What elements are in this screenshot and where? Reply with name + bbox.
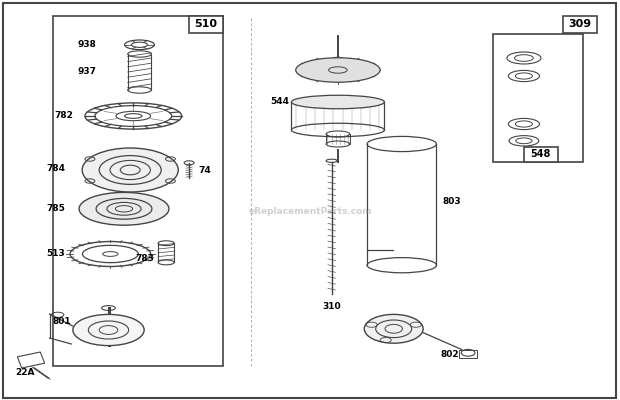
Text: 782: 782 — [55, 112, 73, 120]
Text: 513: 513 — [46, 250, 65, 258]
Text: 783: 783 — [135, 254, 154, 263]
Text: 309: 309 — [568, 20, 591, 30]
Ellipse shape — [73, 314, 144, 346]
Text: 74: 74 — [198, 166, 211, 174]
Text: 310: 310 — [322, 302, 341, 311]
Ellipse shape — [296, 58, 380, 82]
Text: 802: 802 — [440, 350, 459, 359]
Text: 548: 548 — [531, 150, 551, 159]
Text: 510: 510 — [195, 20, 218, 30]
Text: 937: 937 — [77, 68, 96, 76]
Text: 544: 544 — [270, 98, 289, 106]
Ellipse shape — [79, 192, 169, 225]
Ellipse shape — [82, 148, 179, 192]
Text: 801: 801 — [53, 318, 71, 326]
Bar — [189, 16, 223, 33]
Bar — [459, 350, 477, 358]
Bar — [53, 16, 223, 366]
Text: 22A: 22A — [15, 368, 35, 377]
Bar — [493, 34, 583, 162]
Ellipse shape — [365, 314, 423, 343]
Text: 785: 785 — [46, 204, 65, 213]
Text: 784: 784 — [46, 164, 65, 172]
Text: 803: 803 — [442, 198, 461, 206]
Bar — [563, 16, 597, 33]
Bar — [524, 147, 558, 162]
Text: 938: 938 — [78, 40, 96, 49]
Ellipse shape — [291, 95, 384, 109]
Text: eReplacementParts.com: eReplacementParts.com — [248, 208, 372, 216]
